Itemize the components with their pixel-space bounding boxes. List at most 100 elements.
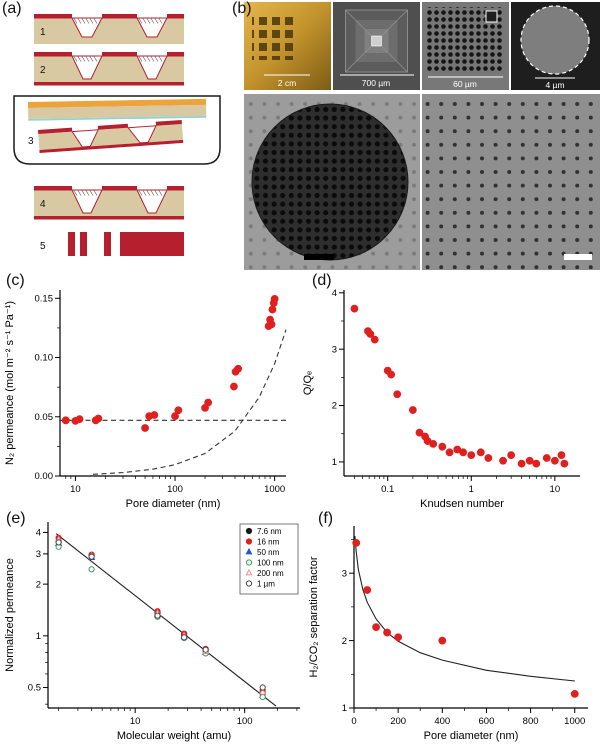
x-axis-label: Pore diameter (nm) [126, 498, 221, 510]
data-point [181, 634, 188, 641]
data-point [383, 628, 392, 637]
data-point [75, 415, 84, 424]
etch-pit [127, 125, 157, 144]
y-tick-label: 2 [36, 579, 41, 590]
data-point [372, 623, 380, 632]
data-point [94, 414, 103, 423]
x-tick-label: 10 [70, 484, 81, 495]
data-point [370, 335, 379, 344]
data-point [393, 390, 402, 399]
sem-pyramid-pit: 700 µm [333, 2, 420, 90]
fab-step-5 [68, 232, 184, 256]
y-tick-label: 3 [36, 549, 41, 560]
data-point [438, 442, 447, 451]
data-point [171, 412, 179, 421]
x-tick-label: 1 [469, 484, 474, 495]
membrane-hatch [138, 56, 163, 62]
continuum-model-dashed [92, 329, 287, 475]
y-tick-label: 1 [36, 631, 41, 642]
mask-layer [167, 14, 184, 19]
step-number-5: 5 [40, 241, 46, 252]
back-layer [39, 139, 184, 153]
data-point [560, 459, 569, 468]
x-tick-label: 400 [434, 716, 450, 727]
chart-normalized-permeance-vs-molecular-weight: 10 100 0.5 1 2 3 4 Molecular weight (amu) Normal… [4, 522, 300, 742]
data-point [270, 294, 279, 303]
data-point [350, 304, 359, 313]
step-number-2: 2 [40, 65, 46, 76]
model-fit [354, 536, 575, 682]
membrane-hatch [73, 56, 98, 62]
mask-layer [102, 52, 137, 57]
membrane-with-pores [251, 103, 409, 261]
etched-wafer [38, 119, 184, 153]
y-tick-label: 3 [342, 568, 347, 579]
data-point [459, 448, 468, 457]
y-tick-label: 0.05 [35, 412, 54, 423]
protected-wafer [28, 98, 207, 121]
y-tick-label: 0.10 [35, 353, 54, 364]
step-number-4: 4 [40, 199, 46, 210]
photo-chip: 2 cm [244, 2, 331, 90]
data-point [234, 364, 243, 373]
data-point [267, 320, 276, 329]
membrane-window [371, 35, 382, 47]
scale-label: 4 µm [545, 80, 564, 90]
data-point [557, 451, 566, 460]
data-point [245, 559, 253, 566]
data-point [476, 448, 485, 457]
liquid-line [28, 115, 207, 121]
data-point [245, 527, 253, 535]
data-point [507, 451, 516, 460]
mask-layer [102, 14, 137, 19]
data-point [268, 305, 277, 314]
panel-label-a: (a) [2, 0, 22, 17]
mask-layer [38, 127, 73, 134]
data-point [259, 693, 266, 701]
legend-label: 1 µm [257, 579, 275, 588]
y-axis-label: Q/Qₑ [302, 371, 314, 395]
panel-label-b: (b) [232, 0, 252, 17]
data-point [245, 580, 253, 587]
chart-h2-co2-separation-vs-pore-diameter: 0 200 400 600 800 1000 1 2 3 Pore diameter (nm) H₂… [308, 526, 588, 742]
y-axis-label: H₂/CO₂ separation factor [308, 556, 320, 677]
y-tick-label: 0.00 [35, 471, 54, 482]
membrane-hatch [73, 18, 98, 24]
y-tick-label: 2 [342, 636, 347, 647]
pore-array-pattern [422, 94, 600, 270]
scale-label: 2 cm [278, 78, 296, 88]
data-point [387, 370, 396, 379]
data-point [202, 646, 209, 653]
scale-bar [304, 254, 334, 260]
wafer [28, 104, 207, 119]
scale-label: 700 µm [362, 78, 391, 88]
data-point [438, 636, 447, 645]
panel-label-d: (d) [312, 272, 332, 289]
x-tick-label: 100 [167, 484, 183, 495]
x-axis-label: Pore diameter (nm) [424, 730, 519, 742]
panel-a-schematic: 1 2 3 4 5 [13, 14, 221, 256]
x-tick-label: 0 [351, 716, 356, 727]
data-point [61, 416, 70, 425]
y-tick-label: 1 [332, 457, 337, 468]
data-point [150, 411, 159, 419]
mask-layer [34, 14, 72, 19]
fab-step-3 [13, 95, 221, 165]
legend-label: 200 nm [257, 569, 284, 578]
membrane-wall [68, 232, 75, 256]
legend-label: 50 nm [257, 548, 280, 557]
panel-label-c: (c) [6, 272, 25, 289]
pit-edges [345, 9, 408, 73]
etch-pit [71, 17, 103, 38]
x-tick-label: 600 [479, 716, 495, 727]
mask-layer [97, 123, 129, 130]
data-point [245, 568, 253, 576]
data-point [174, 406, 183, 415]
data-point [542, 454, 551, 462]
sem-membrane-closeup: 4 µm [511, 2, 600, 90]
x-axis-label: Molecular weight (amu) [117, 730, 231, 742]
data-point [570, 689, 579, 698]
legend-label: 7.6 nm [257, 527, 282, 536]
mask-layer [167, 52, 184, 57]
